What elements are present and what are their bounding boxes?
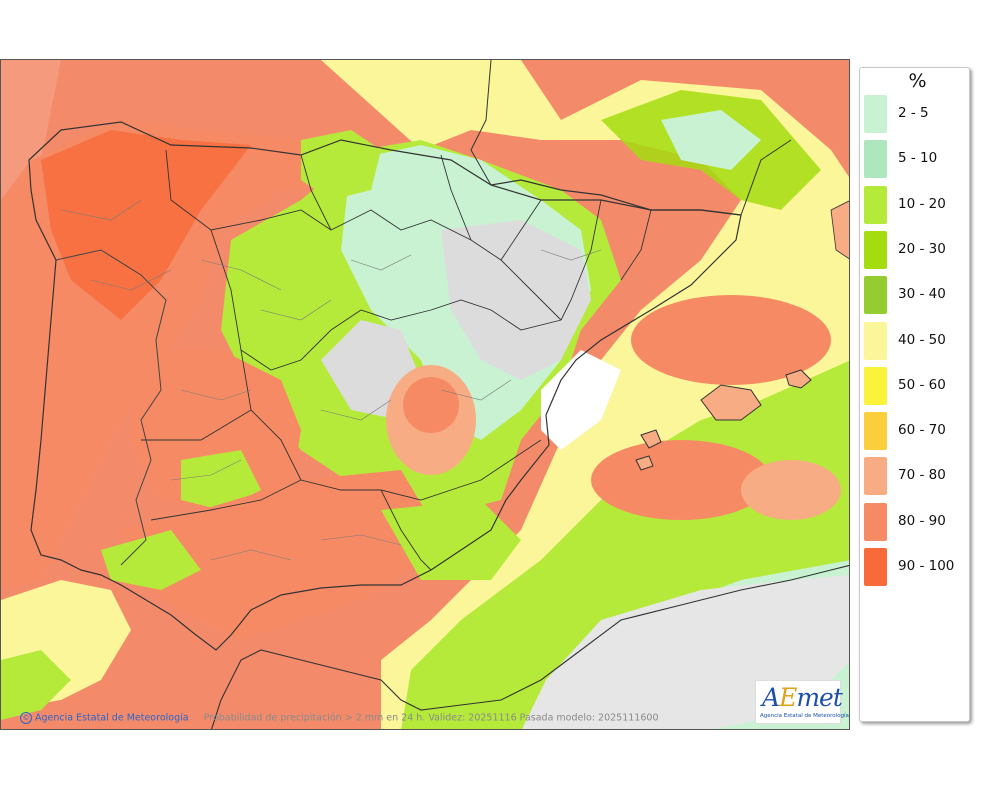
legend-label: 10 - 20 [898, 195, 946, 212]
aemet-wordmark: AEmet [762, 683, 843, 712]
pyrenees-border [490, 184, 742, 216]
probability-legend: % 2 - 5 5 - 10 10 - 20 20 - 30 30 - 40 40 - 5… [859, 67, 970, 722]
footer-agency: Agencia Estatal de Meteorología [35, 712, 189, 724]
legend-swatch [864, 457, 887, 496]
legend-label: 70 - 80 [898, 467, 946, 484]
legend-label: 90 - 100 [898, 558, 955, 574]
aemet-logo: AEmet Agencia Estatal de Meteorología [755, 680, 849, 724]
balearic-sea-red-patch [631, 295, 831, 385]
sardinia-edge [830, 200, 849, 260]
footer-caption: Probabilidad de precipitación > 2 mm en … [203, 712, 659, 724]
legend-item: 90 - 100 [864, 546, 964, 588]
legend-item: 5 - 10 [864, 138, 964, 180]
legend-swatch [864, 230, 887, 269]
legend-label: 2 - 5 [898, 105, 929, 121]
legend-swatch [864, 366, 887, 405]
legend-item: 2 - 5 [864, 93, 964, 135]
legend-swatch [864, 95, 887, 133]
extremadura-green-patch [181, 450, 261, 510]
levante-coast-dry [541, 350, 621, 450]
extremadura-red [131, 350, 301, 510]
legend-swatch [864, 502, 887, 541]
legend-label: 30 - 40 [898, 286, 946, 303]
region-borders [141, 149, 652, 571]
mediterranean-salmon-patch [741, 460, 841, 520]
north-africa-coast [211, 564, 849, 729]
legend-swatch [864, 140, 887, 179]
legend-title: % [908, 70, 927, 92]
france-coast [470, 60, 492, 186]
map-canvas [1, 60, 849, 729]
portugal-border [55, 249, 167, 566]
legend-label: 60 - 70 [898, 422, 946, 439]
andalusia-green-east [381, 500, 521, 580]
gulf-of-cadiz-green [1, 650, 71, 720]
map-footer: © Agencia Estatal de Meteorología Probabi… [20, 712, 659, 724]
legend-swatch [864, 412, 887, 451]
legend-label: 40 - 50 [898, 331, 946, 348]
galicia-core [41, 130, 251, 320]
legend-item: 60 - 70 [864, 410, 964, 452]
legend-label: 5 - 10 [898, 150, 938, 167]
legend-item: 10 - 20 [864, 184, 964, 226]
legend-item: 30 - 40 [864, 274, 964, 316]
legend-swatch [864, 321, 887, 360]
france-mediterranean-coast [740, 139, 792, 216]
legend-label: 20 - 30 [898, 240, 946, 257]
legend-swatch [864, 276, 887, 315]
iberian-coastline [28, 121, 742, 651]
legend-item: 80 - 90 [864, 501, 964, 543]
legend-item: 40 - 50 [864, 320, 964, 362]
legend-item: 20 - 30 [864, 229, 964, 271]
iberian-system-below-2 [441, 220, 591, 380]
balearic-islands [635, 369, 812, 471]
andalusia-green-west [101, 530, 201, 590]
legend-label: 80 - 90 [898, 512, 946, 529]
legend-swatch [864, 548, 887, 586]
gulf-of-lion-zone-low [661, 110, 761, 170]
aemet-logo-subtitle: Agencia Estatal de Meteorología [760, 713, 849, 719]
precipitation-probability-map [0, 59, 850, 730]
central-hotspot-inner [403, 377, 459, 433]
province-borders [60, 199, 602, 561]
legend-item: 70 - 80 [864, 455, 964, 497]
legend-swatch [864, 185, 887, 224]
copyright-icon: © [20, 712, 32, 724]
legend-label: 50 - 60 [898, 376, 946, 393]
legend-item: 50 - 60 [864, 365, 964, 407]
